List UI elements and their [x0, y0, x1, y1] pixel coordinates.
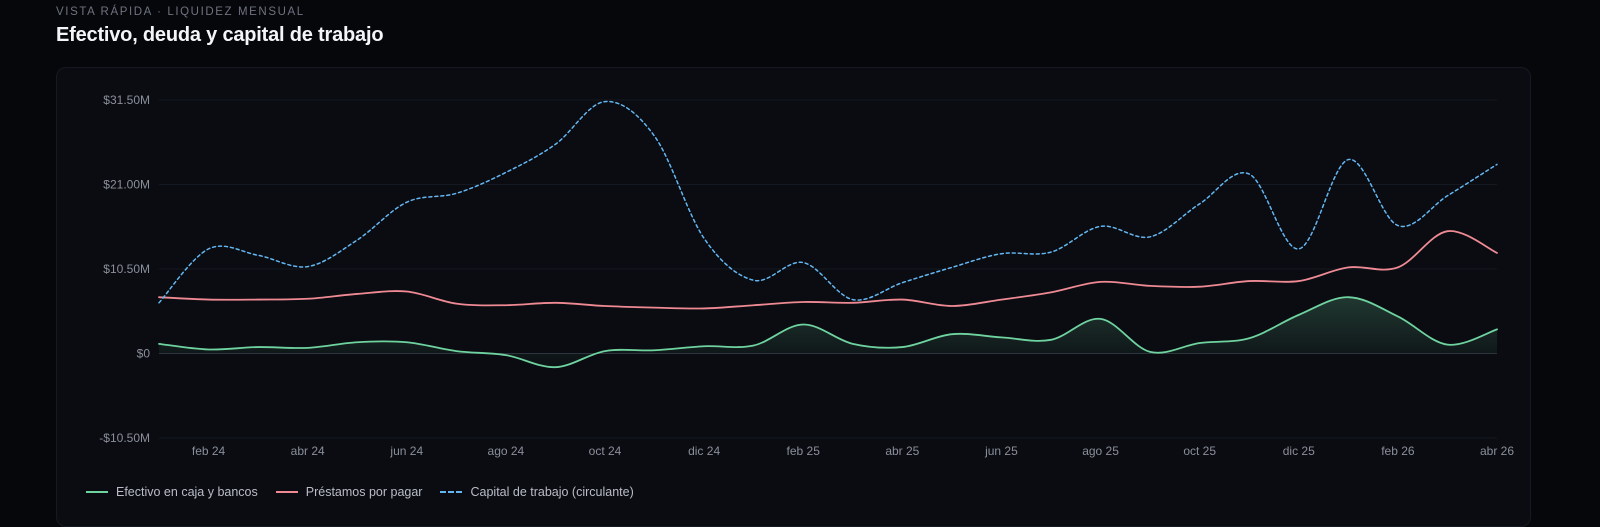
legend-label-efectivo: Efectivo en caja y bancos — [116, 485, 258, 499]
x-tick-label: feb 26 — [1381, 444, 1415, 458]
series-area-efectivo — [159, 297, 1497, 368]
x-tick-label: ago 24 — [488, 444, 525, 458]
y-tick-label: $31.50M — [103, 93, 150, 107]
x-tick-label: abr 25 — [885, 444, 919, 458]
x-tick-label: dic 25 — [1283, 444, 1315, 458]
series-line-efectivo — [158, 296, 1498, 369]
y-tick-label: -$10.50M — [99, 431, 150, 445]
y-tick-label: $21.00M — [103, 178, 150, 192]
x-tick-label: jun 25 — [984, 444, 1018, 458]
chart-title: Efectivo, deuda y capital de trabajo — [56, 24, 384, 46]
legend-item-prestamos[interactable]: Préstamos por pagar — [275, 485, 423, 499]
x-tick-label: ago 25 — [1082, 444, 1119, 458]
legend-item-capital[interactable]: Capital de trabajo (circulante) — [440, 485, 634, 499]
legend-swatch-capital — [440, 491, 463, 493]
x-tick-label: jun 24 — [389, 444, 423, 458]
series-line-capital — [158, 100, 1498, 304]
chart-legend: Efectivo en caja y bancos Préstamos por … — [86, 485, 634, 499]
x-tick-label: abr 26 — [1480, 444, 1514, 458]
legend-swatch-efectivo — [86, 491, 108, 493]
chart-eyebrow: VISTA RÁPIDA · LIQUIDEZ MENSUAL — [56, 6, 305, 18]
legend-swatch-prestamos — [275, 491, 298, 493]
x-tick-label: feb 25 — [787, 444, 821, 458]
x-tick-label: dic 24 — [688, 444, 720, 458]
legend-label-prestamos: Préstamos por pagar — [305, 485, 423, 499]
y-tick-label: $10.50M — [103, 262, 150, 276]
chart-card — [56, 67, 1531, 527]
series-line-prestamos — [158, 230, 1498, 310]
legend-item-efectivo[interactable]: Efectivo en caja y bancos — [86, 485, 258, 499]
x-tick-label: feb 24 — [192, 444, 226, 458]
x-tick-label: abr 24 — [291, 444, 325, 458]
legend-label-capital: Capital de trabajo (circulante) — [470, 485, 634, 499]
y-tick-label: $0 — [137, 347, 151, 361]
x-tick-label: oct 25 — [1183, 444, 1216, 458]
x-tick-label: oct 24 — [589, 444, 622, 458]
chart-header: VISTA RÁPIDA · LIQUIDEZ MENSUAL Efectivo… — [56, 6, 384, 47]
